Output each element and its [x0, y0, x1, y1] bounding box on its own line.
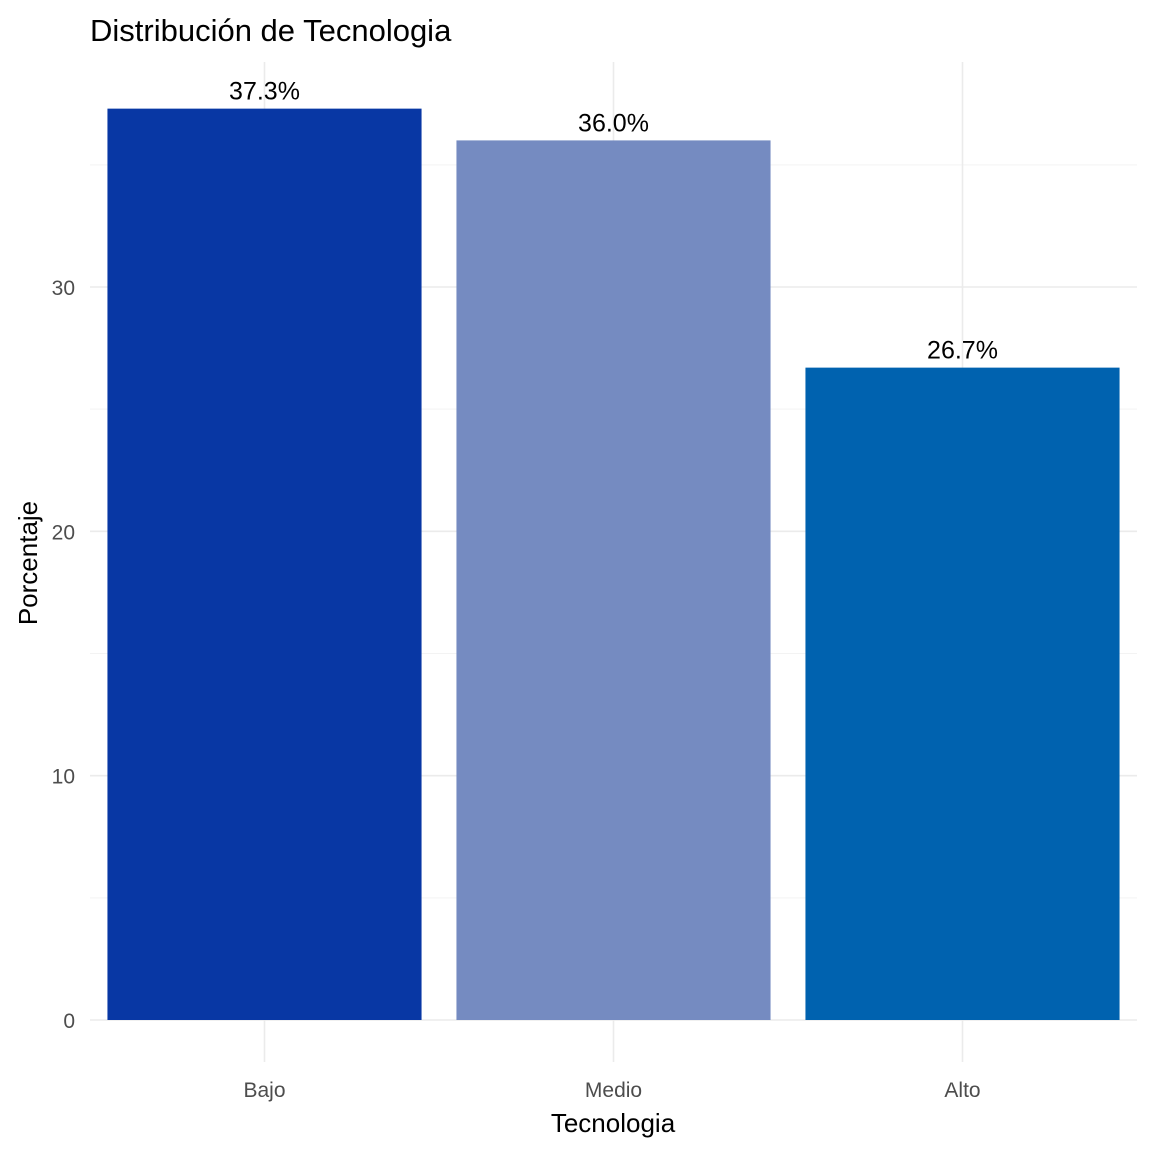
data-label-alto: 26.7% [927, 337, 998, 365]
x-tick-label-medio: Medio [585, 1079, 642, 1102]
x-tick-label-alto: Alto [944, 1079, 980, 1102]
y-tick-label: 0 [63, 1010, 75, 1033]
data-label-bajo: 37.3% [229, 78, 300, 106]
bar-medio [456, 140, 771, 1020]
data-label-medio: 36.0% [578, 109, 649, 137]
x-axis-title: Tecnologia [551, 1108, 676, 1138]
y-tick-label: 30 [52, 277, 75, 300]
chart-title: Distribución de Tecnologia [90, 13, 452, 48]
x-axis-ticks: Bajo Medio Alto [243, 1079, 980, 1102]
bar-alto [805, 367, 1120, 1020]
bars-group [107, 108, 1120, 1021]
bar-bajo [107, 108, 422, 1021]
y-tick-label: 20 [52, 521, 75, 544]
x-tick-label-bajo: Bajo [243, 1079, 285, 1102]
y-tick-label: 10 [52, 766, 75, 789]
data-labels-group: 37.3% 36.0% 26.7% [229, 78, 998, 365]
y-axis-ticks: 0 10 20 30 [52, 277, 75, 1033]
y-axis-title: Porcentaje [13, 501, 43, 625]
